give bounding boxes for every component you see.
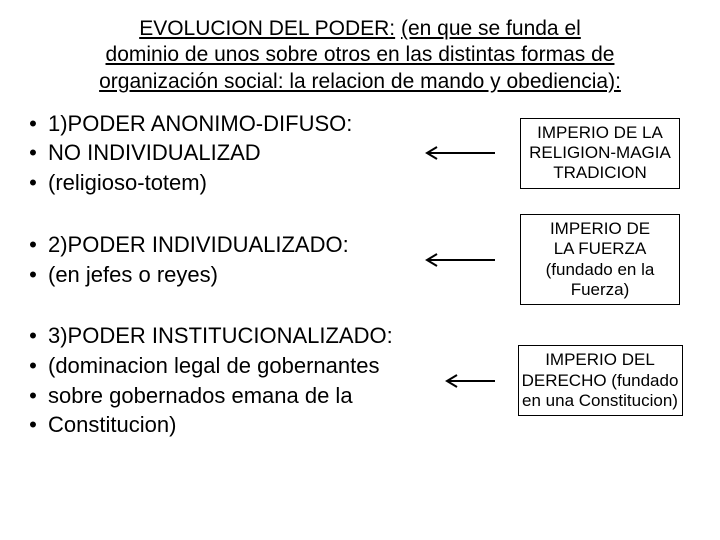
section-1-line-1: 1)PODER ANONIMO-DIFUSO: [48,109,418,139]
section-1-line-3: (religioso-totem) [48,168,418,198]
arrow-3 [438,373,498,389]
section-1-line-2: NO INDIVIDUALIZAD [48,138,418,168]
section-2: •2)PODER INDIVIDUALIZADO: •(en jefes o r… [18,214,702,306]
box-1: IMPERIO DE LA RELIGION-MAGIA TRADICION [520,118,680,189]
box-3-l2: DERECHO (fundado [522,371,679,390]
section-3-line-4: Constitucion) [48,410,438,440]
arrow-2 [418,252,498,268]
box-1-l3: TRADICION [553,163,647,182]
box-2-l3: (fundado en la [546,260,655,279]
arrow-1 [418,145,498,161]
bullet-icon: • [18,168,48,198]
arrow-left-icon [419,145,497,161]
arrow-left-icon [439,373,497,389]
bullet-icon: • [18,321,48,351]
bullet-icon: • [18,138,48,168]
section-2-line-2: (en jefes o reyes) [48,260,418,290]
section-3-line-2: (dominacion legal de gobernantes [48,351,438,381]
title-line2: dominio de unos sobre otros en las disti… [106,43,615,66]
title-line1-main: EVOLUCION DEL PODER: [139,17,395,40]
box-1-l2: RELIGION-MAGIA [529,143,671,162]
bullet-icon: • [18,351,48,381]
box-1-l1: IMPERIO DE LA [537,123,663,142]
box-2-l4: Fuerza) [571,280,630,299]
bullet-icon: • [18,260,48,290]
box-2-l2: LA FUERZA [554,239,647,258]
arrow-left-icon [419,252,497,268]
section-3: •3)PODER INSTITUCIONALIZADO: •(dominacio… [18,321,702,440]
section-1-bullets: •1)PODER ANONIMO-DIFUSO: •NO INDIVIDUALI… [18,109,418,198]
box-3-l1: IMPERIO DEL [545,350,655,369]
title-line3: organización social: la relacion de mand… [99,70,621,93]
section-3-line-3: sobre gobernados emana de la [48,381,438,411]
section-3-line-1: 3)PODER INSTITUCIONALIZADO: [48,321,438,351]
section-1: •1)PODER ANONIMO-DIFUSO: •NO INDIVIDUALI… [18,109,702,198]
title-block: EVOLUCION DEL PODER: (en que se funda el… [46,16,674,95]
section-3-bullets: •3)PODER INSTITUCIONALIZADO: •(dominacio… [18,321,438,440]
box-2-l1: IMPERIO DE [550,219,650,238]
bullet-icon: • [18,230,48,260]
title-line1-paren: (en que se funda el [401,17,581,40]
box-3: IMPERIO DEL DERECHO (fundado en una Cons… [518,345,683,416]
box-3-l3: en una Constitucion) [522,391,678,410]
bullet-icon: • [18,381,48,411]
bullet-icon: • [18,109,48,139]
section-2-line-1: 2)PODER INDIVIDUALIZADO: [48,230,418,260]
section-2-bullets: •2)PODER INDIVIDUALIZADO: •(en jefes o r… [18,230,418,289]
bullet-icon: • [18,410,48,440]
box-2: IMPERIO DE LA FUERZA (fundado en la Fuer… [520,214,680,306]
